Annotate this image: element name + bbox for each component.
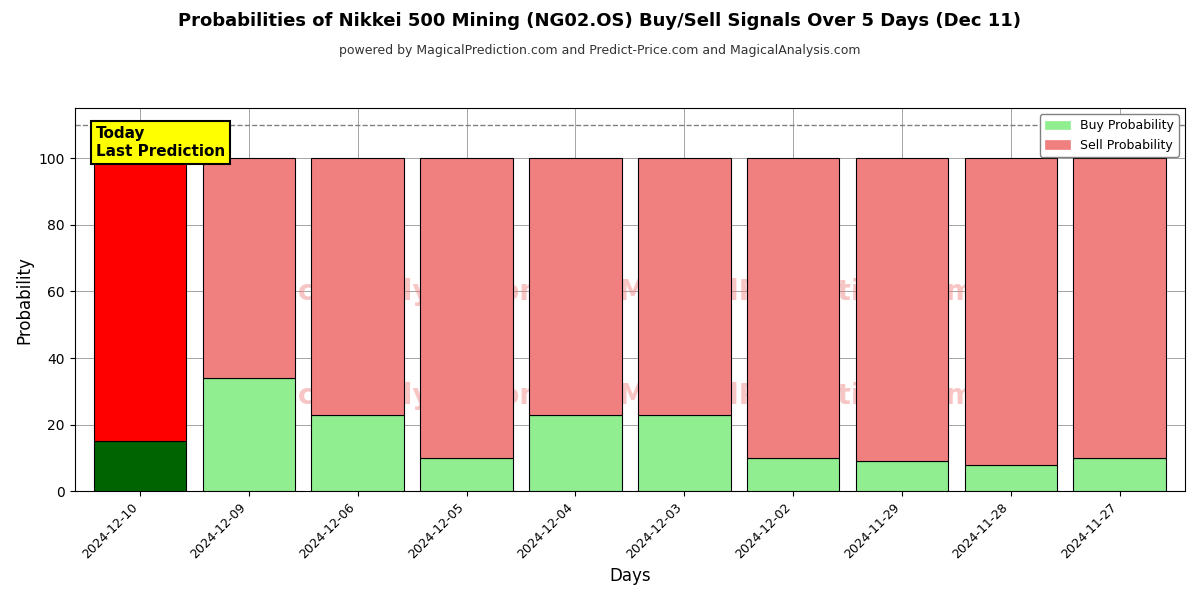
Bar: [94, 442, 186, 491]
Bar: [420, 458, 512, 491]
Bar: [746, 458, 839, 491]
Legend: Buy Probability, Sell Probability: Buy Probability, Sell Probability: [1040, 114, 1178, 157]
Bar: [529, 415, 622, 491]
Text: MagicalAnalysis.com: MagicalAnalysis.com: [222, 278, 548, 306]
Bar: [746, 158, 839, 458]
Text: MagicalAnalysis.com: MagicalAnalysis.com: [222, 382, 548, 410]
Bar: [638, 415, 731, 491]
Bar: [420, 158, 512, 458]
X-axis label: Days: Days: [610, 567, 650, 585]
Bar: [965, 158, 1057, 464]
Bar: [965, 464, 1057, 491]
Bar: [1074, 458, 1166, 491]
Bar: [203, 158, 295, 378]
Text: Today
Last Prediction: Today Last Prediction: [96, 127, 226, 159]
Bar: [312, 415, 404, 491]
Bar: [94, 158, 186, 442]
Y-axis label: Probability: Probability: [16, 256, 34, 344]
Bar: [203, 378, 295, 491]
Bar: [529, 158, 622, 415]
Bar: [1074, 158, 1166, 458]
Text: MagicalPrediction.com: MagicalPrediction.com: [618, 382, 974, 410]
Bar: [856, 461, 948, 491]
Bar: [856, 158, 948, 461]
Text: MagicalPrediction.com: MagicalPrediction.com: [618, 278, 974, 306]
Bar: [638, 158, 731, 415]
Text: powered by MagicalPrediction.com and Predict-Price.com and MagicalAnalysis.com: powered by MagicalPrediction.com and Pre…: [340, 44, 860, 57]
Bar: [312, 158, 404, 415]
Text: Probabilities of Nikkei 500 Mining (NG02.OS) Buy/Sell Signals Over 5 Days (Dec 1: Probabilities of Nikkei 500 Mining (NG02…: [179, 12, 1021, 30]
